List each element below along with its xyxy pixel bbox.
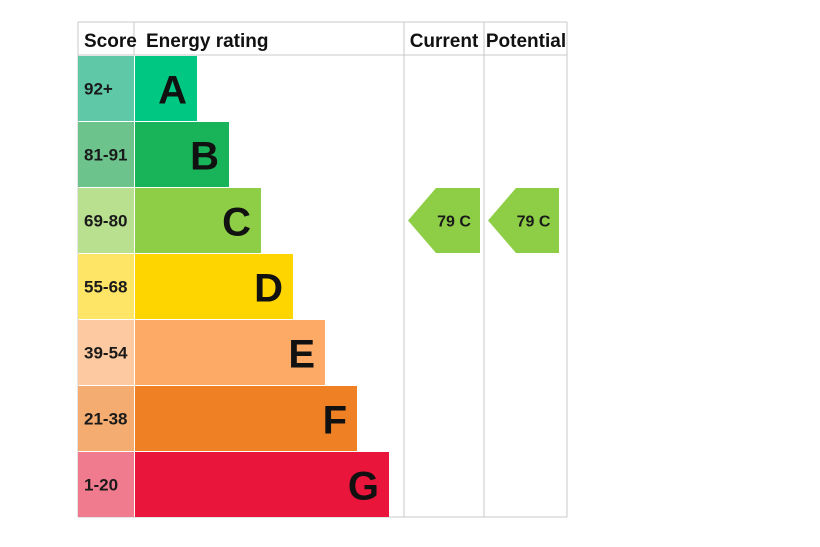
score-label-b: 81-91	[84, 146, 127, 165]
band-g: 1-20 G	[78, 452, 389, 517]
score-label-g: 1-20	[84, 476, 118, 495]
score-cell-d	[78, 254, 134, 319]
score-label-f: 21-38	[84, 410, 127, 429]
bar-letter-f: F	[323, 399, 347, 443]
bar-f	[135, 386, 357, 451]
bar-c	[135, 188, 261, 253]
bar-a	[135, 56, 197, 121]
score-label-e: 39-54	[84, 344, 128, 363]
bar-g	[135, 452, 389, 517]
band-f: 21-38 F	[78, 386, 357, 451]
score-cell-e	[78, 320, 134, 385]
bar-letter-e: E	[288, 333, 315, 377]
bar-d	[135, 254, 293, 319]
band-a: 92+ A	[78, 56, 197, 121]
bar-e	[135, 320, 325, 385]
score-cell-b	[78, 122, 134, 187]
band-b: 81-91 B	[78, 122, 229, 187]
current-rating-arrow: 79 C	[408, 188, 480, 253]
potential-rating-arrow: 79 C	[488, 188, 559, 253]
score-cell-a	[78, 56, 134, 121]
bar-letter-b: B	[190, 135, 219, 179]
current-arrow-label: 79 C	[437, 214, 471, 231]
bar-letter-d: D	[254, 267, 283, 311]
potential-arrow-shape	[488, 188, 559, 253]
header-energy-rating: Energy rating	[146, 31, 268, 52]
rating-bands: 92+ A 81-91 B 69-80 C 55-68 D 39-54 E 21-38 F 1-20 G	[78, 56, 389, 517]
rating-arrows: 79 C 79 C	[408, 188, 559, 253]
bar-b	[135, 122, 229, 187]
band-d: 55-68 D	[78, 254, 293, 319]
header-score: Score	[84, 31, 137, 52]
bar-letter-c: C	[222, 201, 251, 245]
score-label-c: 69-80	[84, 212, 127, 231]
score-cell-g	[78, 452, 134, 517]
score-cell-c	[78, 188, 134, 253]
bar-letter-a: A	[158, 69, 187, 113]
current-arrow-shape	[408, 188, 480, 253]
band-e: 39-54 E	[78, 320, 325, 385]
potential-arrow-label: 79 C	[517, 214, 551, 231]
score-label-a: 92+	[84, 80, 113, 99]
bar-letter-g: G	[348, 465, 379, 509]
band-c: 69-80 C	[78, 188, 261, 253]
score-cell-f	[78, 386, 134, 451]
header-potential: Potential	[486, 31, 566, 52]
header-current: Current	[410, 31, 479, 52]
score-label-d: 55-68	[84, 278, 127, 297]
